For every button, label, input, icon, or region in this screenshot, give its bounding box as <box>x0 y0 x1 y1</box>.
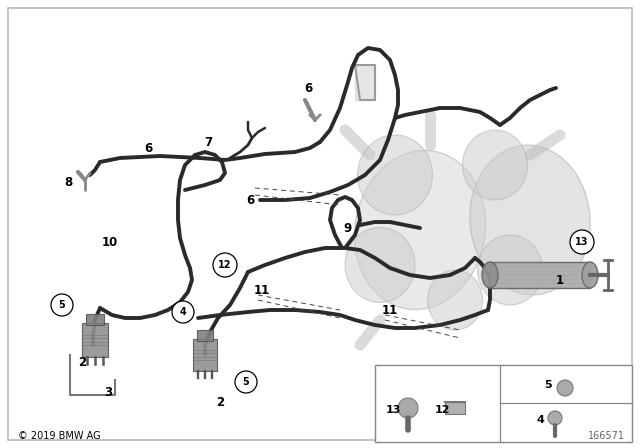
Ellipse shape <box>358 135 433 215</box>
Text: 13: 13 <box>385 405 401 415</box>
Text: 5: 5 <box>544 380 552 390</box>
Ellipse shape <box>470 145 590 295</box>
Text: 10: 10 <box>102 237 118 250</box>
Bar <box>375 365 632 442</box>
Bar <box>445 402 465 414</box>
Circle shape <box>570 230 594 254</box>
Bar <box>86 314 104 325</box>
Circle shape <box>398 398 418 418</box>
Text: 11: 11 <box>382 303 398 316</box>
Circle shape <box>235 371 257 393</box>
Circle shape <box>172 301 194 323</box>
Text: 6: 6 <box>246 194 254 207</box>
Circle shape <box>557 380 573 396</box>
Ellipse shape <box>345 228 415 302</box>
Text: 11: 11 <box>254 284 270 297</box>
Text: 166571: 166571 <box>588 431 625 441</box>
Bar <box>83 323 108 357</box>
Ellipse shape <box>355 151 486 310</box>
Text: 12: 12 <box>218 260 232 270</box>
Text: 6: 6 <box>144 142 152 155</box>
Text: 2: 2 <box>78 357 86 370</box>
Bar <box>490 262 590 288</box>
Text: 8: 8 <box>64 177 72 190</box>
Text: 6: 6 <box>304 82 312 95</box>
Bar <box>193 339 217 371</box>
Bar <box>196 330 213 340</box>
Ellipse shape <box>477 235 543 305</box>
Circle shape <box>51 294 73 316</box>
Text: 2: 2 <box>216 396 224 409</box>
Ellipse shape <box>482 262 498 288</box>
Circle shape <box>213 253 237 277</box>
Text: 9: 9 <box>344 221 352 234</box>
Text: 4: 4 <box>536 415 544 425</box>
Text: 12: 12 <box>435 405 450 415</box>
Text: © 2019 BMW AG: © 2019 BMW AG <box>18 431 100 441</box>
Ellipse shape <box>582 262 598 288</box>
Ellipse shape <box>463 130 527 200</box>
Text: 1: 1 <box>556 273 564 287</box>
Text: 5: 5 <box>59 300 65 310</box>
Circle shape <box>548 411 562 425</box>
Text: 5: 5 <box>243 377 250 387</box>
Text: 3: 3 <box>104 387 112 400</box>
Ellipse shape <box>428 270 483 330</box>
Text: 13: 13 <box>575 237 589 247</box>
Text: 7: 7 <box>204 137 212 150</box>
Text: 4: 4 <box>180 307 186 317</box>
Polygon shape <box>355 65 375 100</box>
